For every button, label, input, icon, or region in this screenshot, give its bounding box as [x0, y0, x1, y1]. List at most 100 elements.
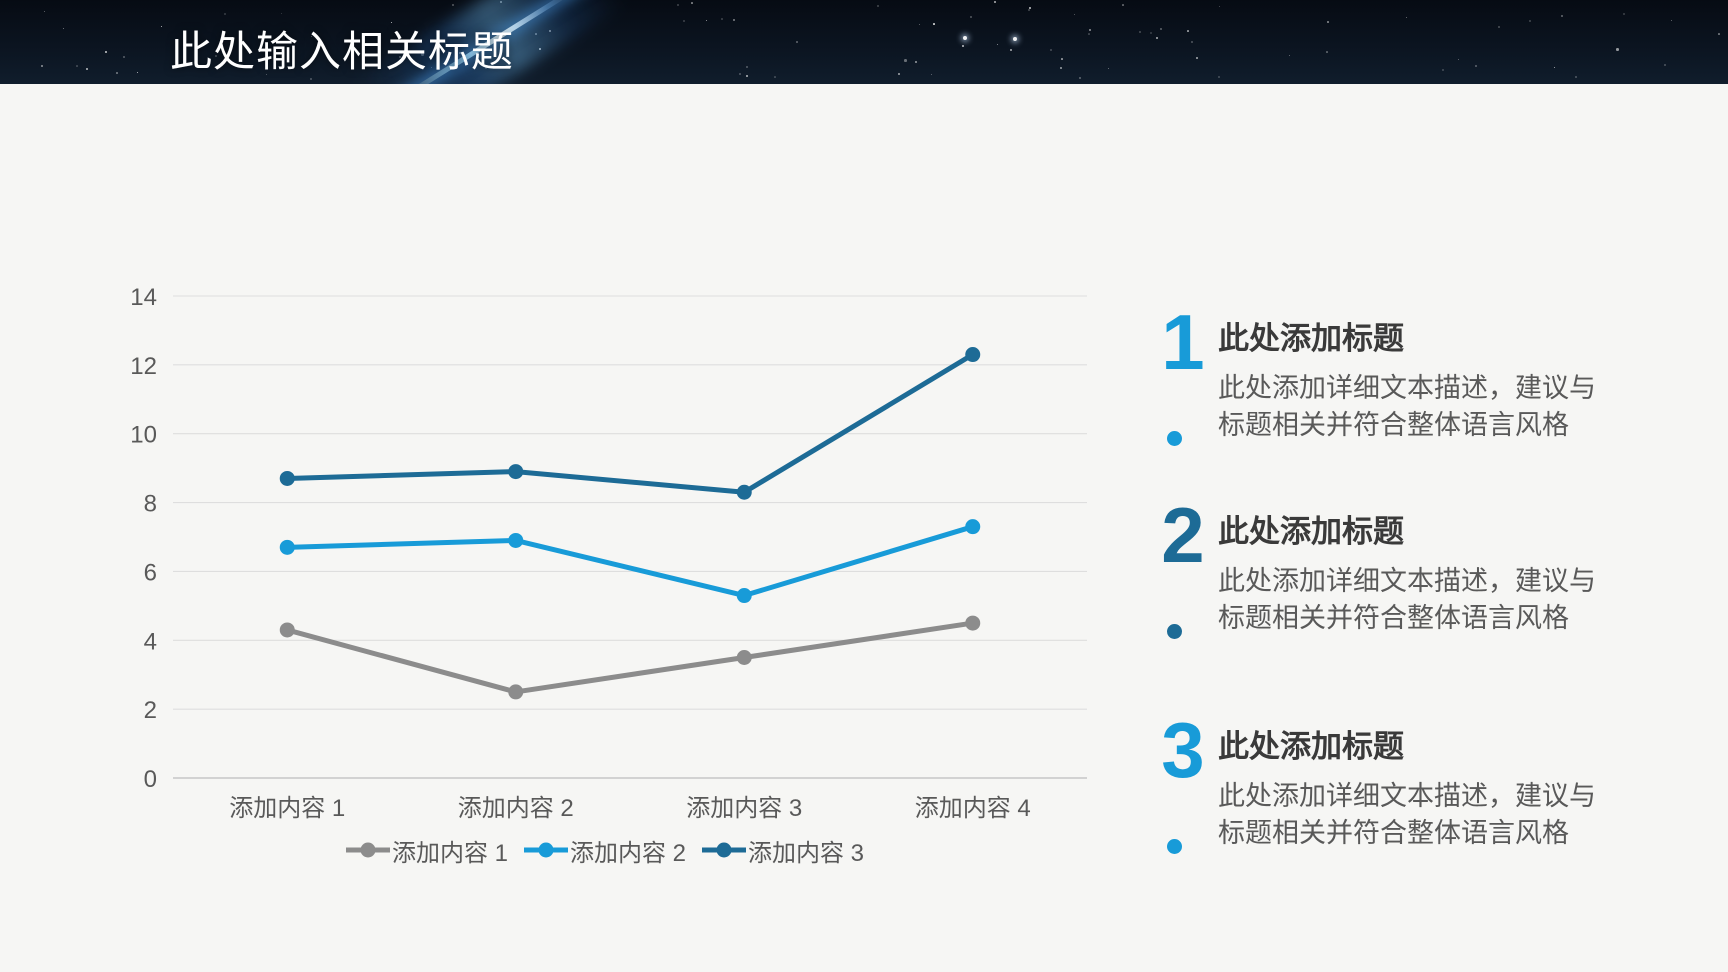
star-dot	[997, 44, 998, 45]
legend-marker-icon	[523, 842, 568, 858]
x-tick-label: 添加内容 2	[458, 795, 574, 822]
star-dot	[1196, 57, 1198, 59]
chart-legend: 添加内容 1 添加内容 2 添加内容 3	[105, 833, 1105, 868]
star-dot	[1498, 26, 1501, 29]
line-chart-canvas: 0 2 4 6 8 10 12 14 添加内容 1 添加内容 2 添加内容 3 添加内容 4	[130, 284, 1087, 822]
star-dot	[44, 11, 46, 13]
star-dot	[1475, 65, 1478, 68]
star-dot	[399, 56, 401, 58]
item-description: 此处添加详细文本描述，建议与标题相关并符合整体语言风格	[1218, 781, 1596, 848]
star-dot	[224, 13, 227, 16]
item-text: 此处添加标题 此处添加详细文本描述，建议与标题相关并符合整体语言风格	[1218, 730, 1602, 852]
star-dot	[877, 5, 880, 8]
y-tick-label: 4	[144, 628, 157, 655]
star-dot	[105, 51, 107, 53]
data-point	[508, 532, 524, 548]
legend-marker-icon	[345, 842, 390, 858]
star-dot	[1139, 31, 1142, 34]
item-number: 1	[1161, 298, 1205, 386]
star-dot	[1561, 15, 1564, 18]
data-point	[508, 464, 524, 480]
data-point	[736, 650, 752, 665]
x-tick-label: 添加内容 4	[915, 795, 1031, 822]
star-dot	[431, 67, 433, 69]
star-dot	[161, 26, 163, 28]
star-dot	[1108, 68, 1110, 70]
item-number: 2	[1161, 491, 1205, 579]
bright-star-dot	[963, 36, 967, 40]
star-dot	[1529, 20, 1532, 23]
star-dot	[1327, 21, 1329, 23]
star-dot	[1326, 51, 1328, 53]
x-tick-label: 添加内容 3	[686, 795, 802, 822]
star-dot	[1718, 33, 1720, 35]
legend-item: 添加内容 2	[523, 833, 686, 868]
star-dot	[1074, 14, 1076, 16]
star-dot	[485, 67, 487, 69]
legend-label: 添加内容 1	[391, 839, 508, 867]
star-dot	[41, 65, 44, 68]
star-dot	[311, 36, 313, 38]
item-description: 此处添加详细文本描述，建议与标题相关并符合整体语言风格	[1218, 373, 1596, 440]
star-dot	[1029, 7, 1032, 10]
star-dot	[1050, 49, 1053, 52]
line-chart: 0 2 4 6 8 10 12 14 添加内容 1 添加内容 2 添加内容 3 添加内容 4 添加内容…	[105, 250, 1105, 890]
star-dot	[1671, 20, 1673, 22]
star-dot	[1442, 69, 1445, 72]
star-dot	[116, 72, 118, 74]
data-point	[279, 470, 295, 486]
star-dot	[677, 4, 680, 7]
star-dot	[1088, 33, 1090, 35]
legend-dot	[538, 842, 554, 858]
slide-title: 此处输入相关标题	[170, 27, 515, 76]
y-tick-label: 12	[130, 353, 157, 380]
bullet-dot-icon	[1167, 624, 1182, 639]
star-dot	[1122, 4, 1124, 6]
star-dot	[931, 74, 933, 76]
star-dot	[1289, 55, 1291, 57]
legend-label: 添加内容 2	[569, 839, 686, 867]
star-dot	[310, 78, 313, 81]
star-dot	[1060, 67, 1063, 70]
star-dot	[1575, 76, 1578, 79]
star-dot	[1218, 76, 1220, 78]
star-dot	[962, 45, 965, 48]
star-dot	[184, 51, 186, 53]
legend-item: 添加内容 1	[345, 833, 508, 868]
star-dot	[933, 23, 935, 25]
star-dot	[733, 19, 735, 21]
star-dot	[500, 1, 503, 4]
star-dot	[994, 1, 997, 4]
y-tick-label: 2	[144, 697, 157, 724]
item-text: 此处添加标题 此处添加详细文本描述，建议与标题相关并符合整体语言风格	[1218, 322, 1602, 444]
star-dot	[1089, 29, 1092, 32]
data-point	[736, 484, 752, 500]
star-dot	[1219, 6, 1221, 8]
info-panel: 1 此处添加标题 此处添加详细文本描述，建议与标题相关并符合整体语言风格 2 此…	[1150, 0, 1610, 972]
star-dot	[535, 33, 537, 35]
info-item-2: 2 此处添加标题 此处添加详细文本描述，建议与标题相关并符合整体语言风格	[1150, 493, 1610, 683]
star-dot	[86, 68, 89, 71]
star-dot	[1458, 59, 1460, 61]
y-tick-label: 10	[130, 422, 157, 449]
y-tick-label: 0	[144, 766, 157, 793]
star-dot	[904, 59, 907, 62]
info-item-1: 1 此处添加标题 此处添加详细文本描述，建议与标题相关并符合整体语言风格	[1150, 300, 1610, 490]
star-dot	[421, 53, 424, 56]
star-dot	[1079, 77, 1082, 80]
item-text: 此处添加标题 此处添加详细文本描述，建议与标题相关并符合整体语言风格	[1218, 515, 1602, 637]
star-dot	[1191, 41, 1194, 44]
star-dot	[1554, 67, 1556, 69]
data-point	[965, 615, 981, 631]
star-dot	[1061, 58, 1063, 60]
star-dot	[137, 72, 139, 74]
legend-dot	[360, 842, 376, 858]
legend-label: 添加内容 3	[748, 839, 865, 867]
star-dot	[1623, 13, 1626, 16]
x-tick-label: 添加内容 1	[229, 795, 345, 822]
star-dot	[391, 22, 393, 24]
star-dot	[898, 73, 900, 75]
star-dot	[706, 20, 708, 22]
star-dot	[459, 52, 462, 55]
